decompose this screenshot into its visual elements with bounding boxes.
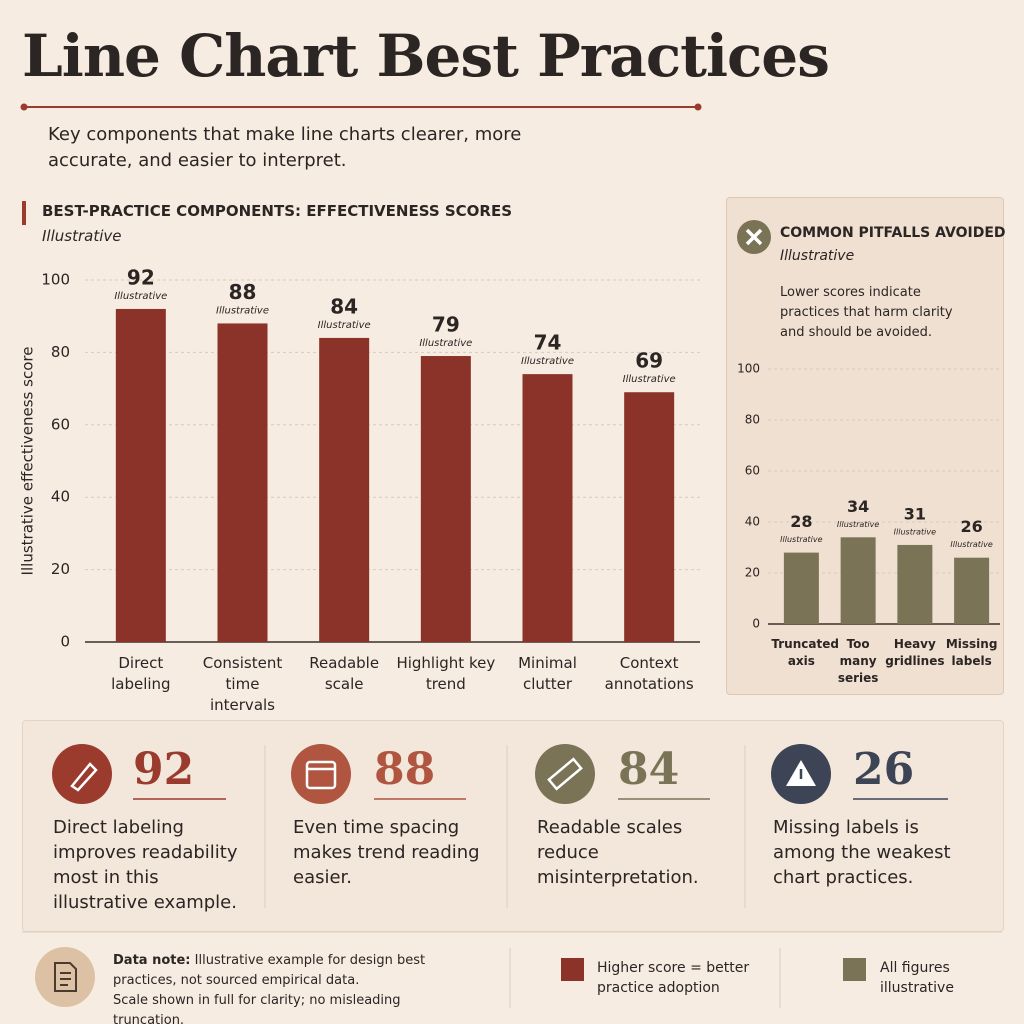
value-label: 92 xyxy=(127,265,155,289)
x-tick-label: Highlight key trend xyxy=(396,654,496,693)
ruler-glyph xyxy=(547,757,583,791)
y-tick-label: 20 xyxy=(51,560,70,578)
stat-text: Direct labeling improves readability mos… xyxy=(53,817,238,913)
value-note: Illustrative xyxy=(216,305,269,316)
legend-swatch xyxy=(843,958,866,981)
value-note: Illustrative xyxy=(521,356,574,367)
stat-value: 92 xyxy=(133,744,195,795)
stat-text: Even time spacing makes trend reading ea… xyxy=(293,817,480,888)
x-tick-label: Truncated axis xyxy=(771,637,839,668)
value-note: Illustrative xyxy=(114,291,167,302)
bar xyxy=(624,392,675,642)
x-tick-label: Missing labels xyxy=(945,637,998,668)
page-title: Line Chart Best Practices xyxy=(22,22,830,90)
stat-value: 88 xyxy=(374,744,436,795)
value-label: 26 xyxy=(960,517,982,536)
bar xyxy=(783,552,819,624)
legend-swatch xyxy=(561,958,584,981)
note-label: Data note: xyxy=(113,953,191,968)
chart-description: Lower scores indicate practices that har… xyxy=(780,285,953,340)
stat-text: Readable scales reduce misinterpretation… xyxy=(537,817,699,888)
bar xyxy=(319,337,370,642)
rule-dot xyxy=(20,103,28,111)
value-label: 74 xyxy=(534,331,562,355)
data-note: Data note: Illustrative example for desi… xyxy=(113,951,463,1024)
pen-glyph xyxy=(70,762,98,792)
calendar-icon xyxy=(291,744,351,804)
bar xyxy=(897,544,933,624)
x-tick-label: Direct labeling xyxy=(111,654,171,693)
value-label: 84 xyxy=(330,294,358,318)
value-label: 28 xyxy=(790,512,812,531)
value-label: 69 xyxy=(635,349,663,373)
note-text: Illustrative example for design best pra… xyxy=(113,953,426,988)
value-label: 79 xyxy=(432,313,460,337)
x-glyph xyxy=(745,228,763,246)
x-tick-label: Heavy gridlines xyxy=(885,637,945,668)
note-text: Scale shown in full for clarity; no misl… xyxy=(113,993,401,1024)
stat-value: 26 xyxy=(853,744,915,795)
y-tick-label: 40 xyxy=(745,515,760,529)
rule-dot xyxy=(694,103,702,111)
y-tick-label: 0 xyxy=(752,617,760,631)
stat-text: Missing labels is among the weakest char… xyxy=(773,817,951,888)
value-note: Illustrative xyxy=(318,320,371,331)
stats-panel xyxy=(22,720,1004,932)
y-tick-label: 20 xyxy=(745,566,760,580)
chart-subtitle: Illustrative xyxy=(780,248,855,264)
value-note: Illustrative xyxy=(837,520,879,529)
bar xyxy=(522,374,573,642)
legend-label: All figures illustrative xyxy=(880,960,954,996)
value-label: 34 xyxy=(847,497,869,516)
y-tick-label: 40 xyxy=(51,488,70,506)
legend-label: Higher score = better practice adoption xyxy=(597,960,750,996)
stat-value: 84 xyxy=(618,744,680,795)
bar xyxy=(840,537,876,624)
y-tick-label: 80 xyxy=(51,343,70,361)
chart-title: BEST-PRACTICE COMPONENTS: EFFECTIVENESS … xyxy=(42,202,513,220)
bar xyxy=(217,323,268,642)
value-note: Illustrative xyxy=(780,535,822,544)
bar xyxy=(115,308,166,642)
y-tick-label: 60 xyxy=(51,415,70,433)
y-tick-label: 100 xyxy=(41,271,70,289)
y-tick-label: 80 xyxy=(745,413,760,427)
x-tick-label: Context annotations xyxy=(604,654,694,693)
value-note: Illustrative xyxy=(950,540,992,549)
section-marker xyxy=(22,201,26,225)
y-axis-label: Illustrative effectiveness score xyxy=(19,347,37,576)
bar xyxy=(420,356,471,642)
y-tick-label: 100 xyxy=(737,362,760,376)
x-tick-label: Minimal clutter xyxy=(518,654,577,693)
value-label: 88 xyxy=(229,280,257,304)
ruler-icon xyxy=(535,744,595,804)
x-tick-label: Consistent time intervals xyxy=(202,654,283,714)
chart-subtitle: Illustrative xyxy=(42,227,122,245)
chart-title: COMMON PITFALLS AVOIDED xyxy=(780,225,1006,241)
doc-glyph xyxy=(54,962,77,992)
bar xyxy=(954,557,990,624)
value-note: Illustrative xyxy=(419,338,472,349)
x-tick-label: Readable scale xyxy=(309,654,380,693)
value-label: 31 xyxy=(904,504,926,523)
value-note: Illustrative xyxy=(623,374,676,385)
y-tick-label: 60 xyxy=(745,464,760,478)
y-tick-label: 0 xyxy=(60,633,70,651)
calendar-glyph xyxy=(305,760,337,790)
value-note: Illustrative xyxy=(894,527,936,536)
doc-icon xyxy=(35,947,95,1007)
x-tick-label: Too many series xyxy=(837,637,879,685)
page-subtitle: Key components that make line charts cle… xyxy=(48,124,522,171)
